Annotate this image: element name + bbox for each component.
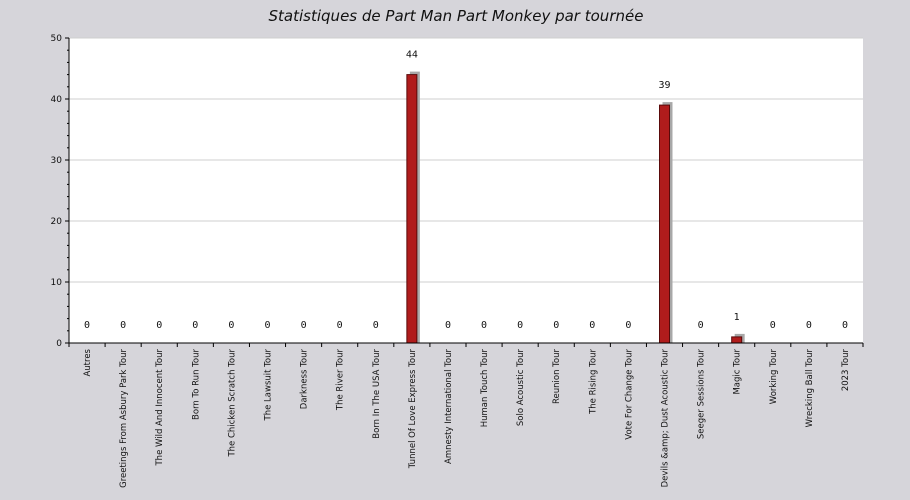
data-label-15: 0 <box>625 320 631 331</box>
bar-9 <box>406 74 418 344</box>
data-label-14: 0 <box>589 320 595 331</box>
data-label-8: 0 <box>373 320 379 331</box>
data-label-18: 1 <box>734 312 740 323</box>
y-tick-label-0: 0 <box>56 339 62 349</box>
data-label-16: 39 <box>658 80 670 91</box>
gridlines <box>69 37 863 283</box>
x-tick-label-13: Reunion Tour <box>552 349 562 405</box>
x-tick-label-7: The River Tour <box>336 349 346 412</box>
x-tick-label-11: Human Touch Tour <box>480 349 490 428</box>
data-label-12: 0 <box>517 320 523 331</box>
data-label-7: 0 <box>337 320 343 331</box>
data-label-19: 0 <box>770 320 776 331</box>
x-tick-label-2: The Wild And Innocent Tour <box>155 349 165 467</box>
x-tick-label-18: Magic Tour <box>733 349 743 395</box>
x-tick-label-14: The Rising Tour <box>588 349 598 415</box>
data-label-10: 0 <box>445 320 451 331</box>
y-tick-label-5: 50 <box>51 34 63 44</box>
x-tick-label-16: Devils &amp; Dust Acoustic Tour <box>661 348 671 487</box>
x-tick-label-19: Working Tour <box>769 348 779 404</box>
x-tick-label-17: Seeger Sessions Tour <box>697 349 707 440</box>
bar-18 <box>731 336 743 344</box>
y-tick-label-2: 20 <box>51 217 63 227</box>
data-label-2: 0 <box>156 320 162 331</box>
y-tick-label-4: 40 <box>51 95 63 105</box>
x-tick-label-9: Tunnel Of Love Express Tour <box>408 349 418 470</box>
x-tick-label-6: Darkness Tour <box>300 349 310 410</box>
x-tick-label-3: Born To Run Tour <box>191 349 201 420</box>
x-tick-label-0: Autres <box>83 348 93 376</box>
data-label-0: 0 <box>84 320 90 331</box>
data-label-3: 0 <box>192 320 198 331</box>
data-label-21: 0 <box>842 320 848 331</box>
x-tick-label-20: Wrecking Ball Tour <box>805 349 815 428</box>
data-label-9: 44 <box>406 50 418 61</box>
x-tick-label-15: Vote For Change Tour <box>624 349 634 440</box>
data-labels: 0 0 0 0 0 0 0 0 0 44 0 0 0 0 0 0 39 0 1 0 0 0 <box>84 50 848 332</box>
y-tick-label-1: 10 <box>51 278 63 288</box>
x-tick-label-8: Born In The USA Tour <box>372 349 382 439</box>
x-tick-label-10: Amnesty International Tour <box>444 349 454 464</box>
data-label-4: 0 <box>228 320 234 331</box>
data-label-1: 0 <box>120 320 126 331</box>
bar-16 <box>659 104 670 344</box>
data-label-17: 0 <box>698 320 704 331</box>
data-label-13: 0 <box>553 320 559 331</box>
data-label-5: 0 <box>264 320 270 331</box>
x-tick-label-4: The Chicken Scratch Tour <box>227 349 237 458</box>
chart-title: Statistiques de Part Man Part Monkey par… <box>269 7 644 25</box>
x-tick-label-1: Greetings From Asbury Park Tour <box>119 349 129 488</box>
x-tick-label-12: Solo Acoustic Tour <box>516 349 526 427</box>
data-label-11: 0 <box>481 320 487 331</box>
x-tick-label-5: The Lawsuit Tour <box>264 348 274 421</box>
x-tick-label-21: 2023 Tour <box>841 349 851 392</box>
data-label-6: 0 <box>301 320 307 331</box>
data-label-20: 0 <box>806 320 812 331</box>
y-tick-label-3: 30 <box>51 156 63 166</box>
plot-area <box>69 38 863 343</box>
